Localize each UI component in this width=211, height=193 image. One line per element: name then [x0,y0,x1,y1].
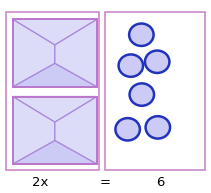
Polygon shape [13,19,97,45]
Bar [13,19,97,87]
Polygon shape [55,96,97,164]
Bar [6,12,99,170]
Bar [13,96,97,164]
Polygon shape [13,96,97,122]
Text: 6: 6 [156,176,165,189]
Circle shape [129,24,154,46]
Bar [106,12,205,170]
Circle shape [130,83,154,106]
Bar [13,19,97,87]
Circle shape [146,116,170,139]
Circle shape [119,54,143,77]
Polygon shape [55,19,97,87]
Bar [13,96,97,164]
Circle shape [115,118,140,141]
Polygon shape [13,19,55,87]
Circle shape [145,51,169,73]
Polygon shape [13,141,97,164]
Polygon shape [13,63,97,87]
Text: 2x: 2x [32,176,48,189]
Text: =: = [100,176,111,189]
Polygon shape [13,96,55,164]
